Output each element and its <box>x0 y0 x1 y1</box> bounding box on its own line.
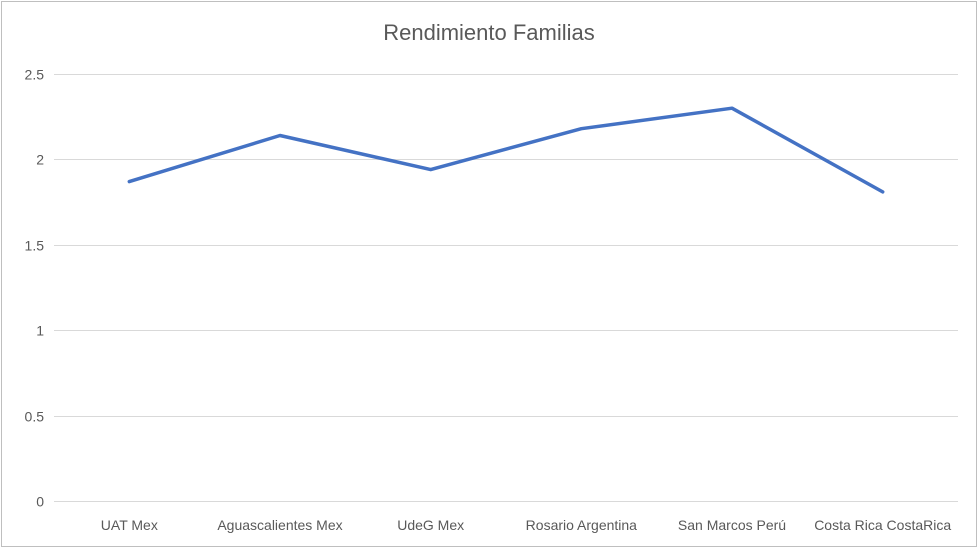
x-axis-tick-labels: UAT Mex Aguascalientes Mex UdeG Mex Rosario… <box>101 517 952 533</box>
y-tick-label: 2.5 <box>25 67 45 83</box>
y-tick-label: 1.5 <box>25 238 45 254</box>
gridlines <box>54 74 958 502</box>
y-tick-label: 1 <box>36 323 44 339</box>
y-tick-label: 0.5 <box>25 409 45 425</box>
series-layer <box>127 106 885 194</box>
y-tick-label: 2 <box>36 152 44 168</box>
x-tick-label: San Marcos Perú <box>678 517 786 533</box>
y-tick-label: 0 <box>36 494 44 510</box>
x-tick-label: Costa Rica CostaRica <box>814 517 951 533</box>
x-tick-label: UAT Mex <box>101 517 158 533</box>
x-tick-label: UdeG Mex <box>397 517 464 533</box>
x-tick-label: Rosario Argentina <box>526 517 638 533</box>
x-tick-label: Aguascalientes Mex <box>217 517 342 533</box>
chart-title: Rendimiento Familias <box>383 20 595 45</box>
series-line <box>127 106 885 194</box>
y-axis-tick-labels: 0 0.5 1 1.5 2 2.5 <box>25 67 45 510</box>
